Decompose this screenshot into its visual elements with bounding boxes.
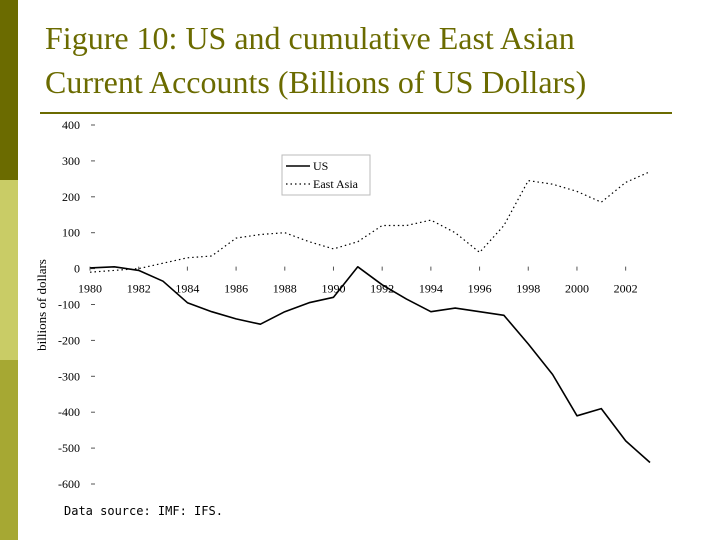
x-tick-label: 1994 (419, 282, 443, 296)
x-tick-label: 1996 (468, 282, 492, 296)
y-tick-label: 0 (74, 262, 80, 276)
y-tick-label: 100 (62, 226, 80, 240)
y-tick-label: -300 (58, 369, 80, 383)
series-line-east-asia (89, 171, 651, 273)
y-tick-label: 300 (62, 154, 80, 168)
y-tick-label: 400 (62, 118, 80, 132)
y-tick-label: -100 (58, 298, 80, 312)
x-tick-label: 1980 (78, 282, 102, 296)
slide-title-line-1: Figure 10: US and cumulative East Asian (45, 20, 575, 56)
slide-title: Figure 10: US and cumulative East Asian … (45, 16, 715, 104)
accent-bar-top (0, 0, 18, 180)
series-line-us (89, 265, 651, 464)
y-tick-label: 200 (62, 190, 80, 204)
x-axis: 1980 1982 1984 1986 1988 1990 1992 1994 1996 1998… (78, 266, 638, 296)
legend: US East Asia (281, 154, 371, 196)
y-axis: 400 300 200 100 0 -100 -200 -300 -400 -500 -600 (58, 118, 95, 491)
x-tick-label: 1988 (273, 282, 297, 296)
x-tick-label: 1990 (321, 282, 345, 296)
legend-box (281, 154, 371, 196)
x-tick-label: 1986 (224, 282, 248, 296)
data-source-note: Data source: IMF: IFS. (64, 504, 223, 518)
x-tick-label: 2000 (565, 282, 589, 296)
slide-title-line-2: Current Accounts (Billions of US Dollars… (45, 64, 587, 100)
y-tick-label: -200 (58, 333, 80, 347)
y-tick-label: -600 (58, 477, 80, 491)
series-group (89, 171, 651, 464)
title-underline (40, 112, 672, 114)
x-tick-label: 1998 (516, 282, 540, 296)
legend-label: US (313, 159, 328, 173)
x-tick-label: 2002 (614, 282, 638, 296)
accent-bar-bottom (0, 360, 18, 540)
y-tick-label: -500 (58, 441, 80, 455)
y-tick-label: -400 (58, 405, 80, 419)
y-axis-label: billions of dollars (34, 259, 49, 351)
x-tick-label: 1992 (370, 282, 394, 296)
x-tick-label: 1984 (175, 282, 199, 296)
accent-bar-middle (0, 180, 18, 360)
legend-label: East Asia (313, 177, 359, 191)
x-tick-label: 1982 (127, 282, 151, 296)
